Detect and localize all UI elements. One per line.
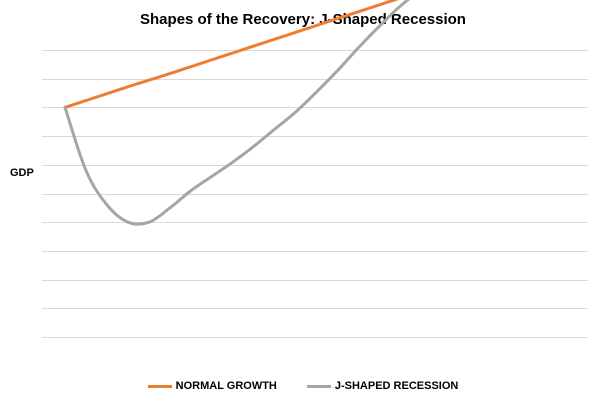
legend-label: NORMAL GROWTH [175, 380, 277, 392]
legend-swatch [306, 384, 331, 388]
legend-swatch [147, 384, 172, 388]
legend: NORMAL GROWTH J-SHAPED RECESSION [0, 380, 606, 392]
series-lines [63, 0, 411, 226]
legend-item-j-shaped-recession: J-SHAPED RECESSION [306, 380, 459, 392]
gridlines [42, 50, 588, 338]
series-line-j-shaped-recession [63, 0, 411, 226]
legend-item-normal-growth: NORMAL GROWTH [147, 380, 277, 392]
legend-label: J-SHAPED RECESSION [334, 380, 459, 392]
y-axis-label: GDP [10, 167, 34, 179]
chart-title: Shapes of the Recovery: J-Shaped Recessi… [140, 11, 466, 28]
series-line-normal-growth [63, 0, 400, 109]
